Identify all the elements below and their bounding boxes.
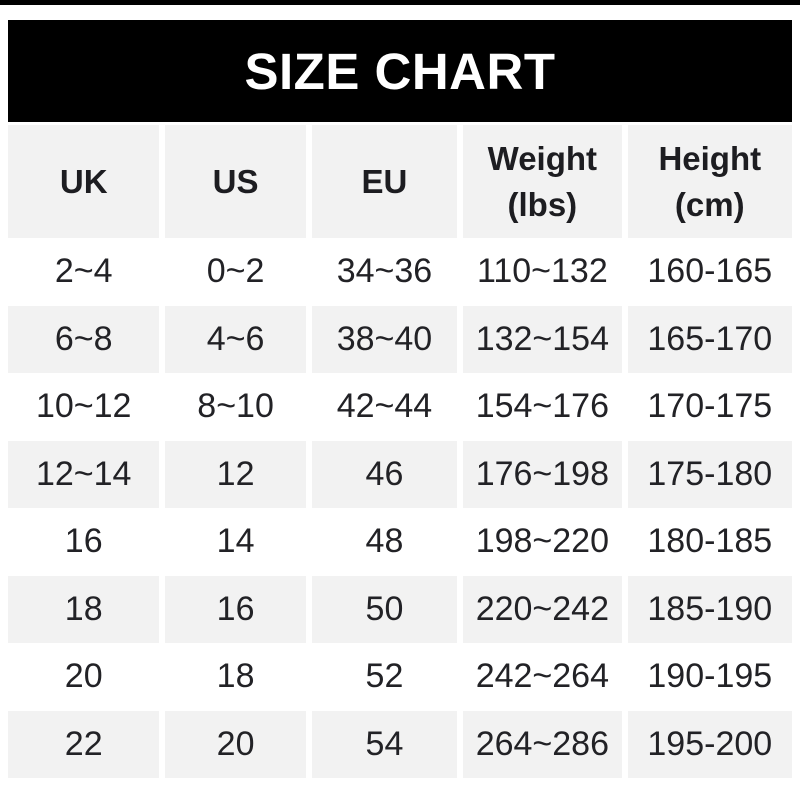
table-cell: 46 xyxy=(311,440,458,508)
table-cell: 176~198 xyxy=(463,440,622,508)
table-cell: 20 xyxy=(8,643,160,711)
table-cell: 4~6 xyxy=(165,305,306,373)
table-cell: 38~40 xyxy=(311,305,458,373)
table-cell: 160-165 xyxy=(627,238,792,306)
table-cell: 48 xyxy=(311,508,458,576)
table-cell: 18 xyxy=(8,575,160,643)
size-table: UK US EU Weight (lbs) Height (cm) 2~4 0~2 34~3… xyxy=(8,125,792,778)
table-cell: 175-180 xyxy=(627,440,792,508)
column-header: Weight (lbs) xyxy=(463,125,622,238)
table-cell: 242~264 xyxy=(463,643,622,711)
table-cell: 16 xyxy=(165,575,306,643)
table-cell: 165-170 xyxy=(627,305,792,373)
table-cell: 16 xyxy=(8,508,160,576)
table-cell: 6~8 xyxy=(8,305,160,373)
table-cell: 0~2 xyxy=(165,238,306,306)
column-header: US xyxy=(165,125,306,238)
top-edge-strip xyxy=(0,0,800,5)
table-cell: 22 xyxy=(8,710,160,778)
table-cell: 12 xyxy=(165,440,306,508)
table-cell: 198~220 xyxy=(463,508,622,576)
table-cell: 42~44 xyxy=(311,373,458,441)
column-header: EU xyxy=(311,125,458,238)
table-row: 6~8 4~6 38~40 132~154 165-170 xyxy=(8,305,792,373)
table-row: 2~4 0~2 34~36 110~132 160-165 xyxy=(8,238,792,306)
table-cell: 18 xyxy=(165,643,306,711)
table-cell: 220~242 xyxy=(463,575,622,643)
table-cell: 10~12 xyxy=(8,373,160,441)
table-row: 22 20 54 264~286 195-200 xyxy=(8,710,792,778)
table-row: 18 16 50 220~242 185-190 xyxy=(8,575,792,643)
table-cell: 132~154 xyxy=(463,305,622,373)
table-cell: 110~132 xyxy=(463,238,622,306)
table-cell: 195-200 xyxy=(627,710,792,778)
table-cell: 8~10 xyxy=(165,373,306,441)
page-title: SIZE CHART xyxy=(244,42,556,100)
table-cell: 34~36 xyxy=(311,238,458,306)
table-cell: 12~14 xyxy=(8,440,160,508)
table-row: 16 14 48 198~220 180-185 xyxy=(8,508,792,576)
table-cell: 20 xyxy=(165,710,306,778)
table-cell: 14 xyxy=(165,508,306,576)
table-body: 2~4 0~2 34~36 110~132 160-165 6~8 4~6 38~40 132~… xyxy=(8,238,792,778)
table-cell: 154~176 xyxy=(463,373,622,441)
column-header: UK xyxy=(8,125,160,238)
table-cell: 52 xyxy=(311,643,458,711)
table-cell: 180-185 xyxy=(627,508,792,576)
table-cell: 2~4 xyxy=(8,238,160,306)
table-cell: 190-195 xyxy=(627,643,792,711)
table-row: 12~14 12 46 176~198 175-180 xyxy=(8,440,792,508)
title-banner: SIZE CHART xyxy=(8,20,792,122)
table-cell: 170-175 xyxy=(627,373,792,441)
table-header-row: UK US EU Weight (lbs) Height (cm) xyxy=(8,125,792,238)
table-row: 20 18 52 242~264 190-195 xyxy=(8,643,792,711)
table-cell: 54 xyxy=(311,710,458,778)
table-cell: 185-190 xyxy=(627,575,792,643)
column-header: Height (cm) xyxy=(627,125,792,238)
table-cell: 50 xyxy=(311,575,458,643)
table-row: 10~12 8~10 42~44 154~176 170-175 xyxy=(8,373,792,441)
table-cell: 264~286 xyxy=(463,710,622,778)
